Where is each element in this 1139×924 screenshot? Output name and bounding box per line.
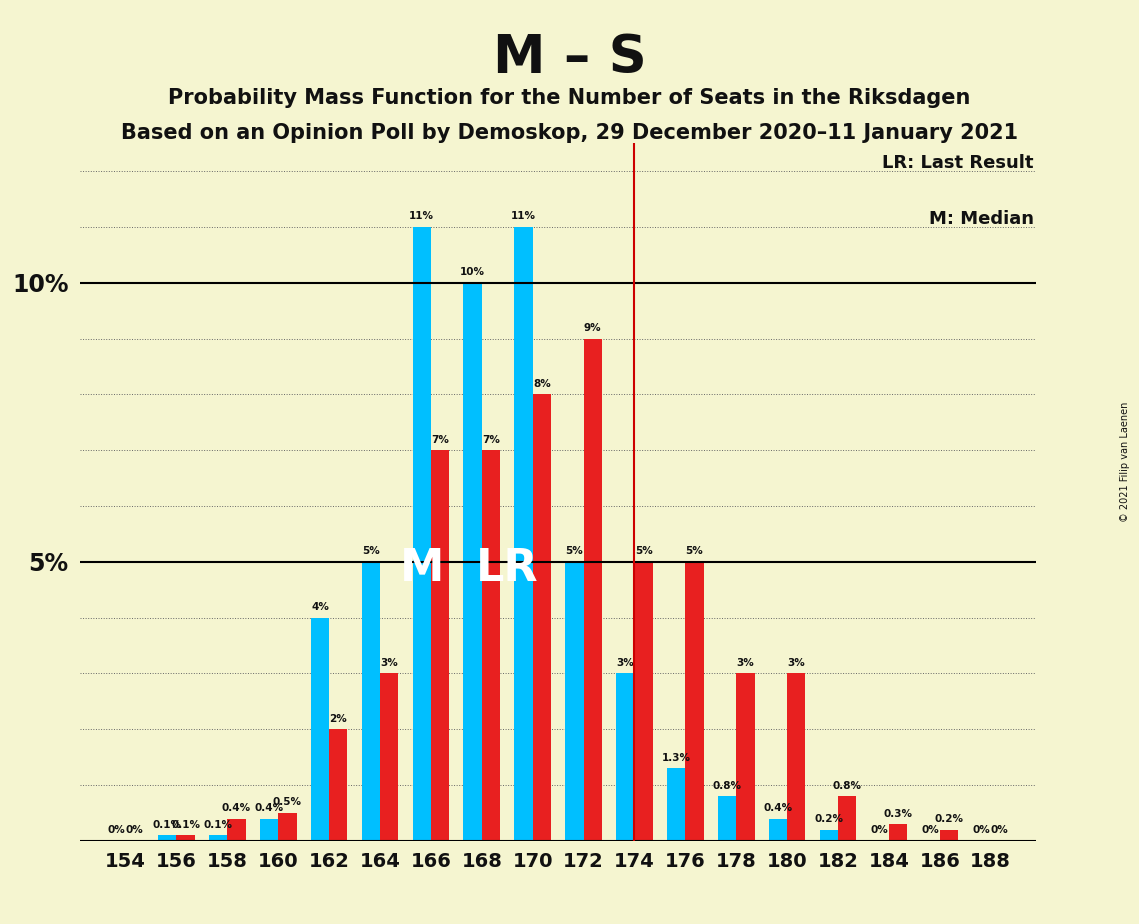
Text: 8%: 8% bbox=[533, 379, 550, 389]
Text: 0.5%: 0.5% bbox=[273, 797, 302, 808]
Text: 5%: 5% bbox=[634, 546, 653, 556]
Bar bbox=[362, 562, 380, 841]
Text: 0%: 0% bbox=[921, 825, 940, 835]
Text: © 2021 Filip van Laenen: © 2021 Filip van Laenen bbox=[1120, 402, 1130, 522]
Text: 5%: 5% bbox=[686, 546, 704, 556]
Bar bbox=[311, 617, 329, 841]
Text: 0%: 0% bbox=[125, 825, 144, 835]
Bar bbox=[464, 283, 482, 841]
Bar bbox=[616, 674, 634, 841]
Text: 3%: 3% bbox=[616, 658, 634, 668]
Text: 0%: 0% bbox=[973, 825, 991, 835]
Bar bbox=[820, 830, 838, 841]
Text: 0.2%: 0.2% bbox=[814, 814, 843, 824]
Text: 0%: 0% bbox=[991, 825, 1009, 835]
Text: 0%: 0% bbox=[871, 825, 888, 835]
Bar bbox=[583, 338, 601, 841]
Text: LR: Last Result: LR: Last Result bbox=[883, 154, 1034, 173]
Text: 2%: 2% bbox=[329, 713, 347, 723]
Text: 0%: 0% bbox=[107, 825, 125, 835]
Bar bbox=[634, 562, 653, 841]
Text: 4%: 4% bbox=[311, 602, 329, 612]
Text: Based on an Opinion Poll by Demoskop, 29 December 2020–11 January 2021: Based on an Opinion Poll by Demoskop, 29… bbox=[121, 123, 1018, 143]
Text: 7%: 7% bbox=[482, 434, 500, 444]
Text: 0.2%: 0.2% bbox=[934, 814, 964, 824]
Text: 9%: 9% bbox=[584, 323, 601, 333]
Text: 3%: 3% bbox=[380, 658, 398, 668]
Bar bbox=[565, 562, 583, 841]
Bar bbox=[686, 562, 704, 841]
Text: 5%: 5% bbox=[566, 546, 583, 556]
Bar bbox=[431, 450, 449, 841]
Bar bbox=[940, 830, 958, 841]
Bar bbox=[158, 835, 177, 841]
Bar bbox=[228, 819, 246, 841]
Text: 0.8%: 0.8% bbox=[833, 781, 862, 791]
Bar bbox=[260, 819, 278, 841]
Text: 7%: 7% bbox=[431, 434, 449, 444]
Bar bbox=[515, 227, 533, 841]
Bar bbox=[718, 796, 736, 841]
Text: 3%: 3% bbox=[737, 658, 754, 668]
Bar bbox=[278, 813, 296, 841]
Bar bbox=[667, 768, 686, 841]
Text: 11%: 11% bbox=[511, 212, 536, 222]
Text: 11%: 11% bbox=[409, 212, 434, 222]
Bar bbox=[208, 835, 228, 841]
Text: LR: LR bbox=[476, 547, 539, 590]
Bar bbox=[380, 674, 399, 841]
Bar bbox=[177, 835, 195, 841]
Text: 3%: 3% bbox=[787, 658, 805, 668]
Bar bbox=[787, 674, 805, 841]
Bar bbox=[769, 819, 787, 841]
Bar bbox=[888, 824, 908, 841]
Bar bbox=[736, 674, 754, 841]
Text: 5%: 5% bbox=[362, 546, 379, 556]
Text: 0.1%: 0.1% bbox=[204, 820, 232, 830]
Bar bbox=[533, 395, 551, 841]
Bar bbox=[412, 227, 431, 841]
Text: 0.8%: 0.8% bbox=[713, 781, 741, 791]
Text: 0.1%: 0.1% bbox=[171, 820, 200, 830]
Text: 1.3%: 1.3% bbox=[662, 753, 690, 762]
Text: M: M bbox=[400, 547, 444, 590]
Bar bbox=[329, 729, 347, 841]
Text: 0.1%: 0.1% bbox=[153, 820, 182, 830]
Text: M: Median: M: Median bbox=[929, 210, 1034, 228]
Text: 0.4%: 0.4% bbox=[222, 803, 251, 813]
Text: M – S: M – S bbox=[493, 32, 646, 84]
Bar bbox=[838, 796, 857, 841]
Text: Probability Mass Function for the Number of Seats in the Riksdagen: Probability Mass Function for the Number… bbox=[169, 88, 970, 108]
Text: 0.3%: 0.3% bbox=[884, 808, 912, 819]
Bar bbox=[482, 450, 500, 841]
Text: 0.4%: 0.4% bbox=[254, 803, 284, 813]
Text: 0.4%: 0.4% bbox=[763, 803, 793, 813]
Text: 10%: 10% bbox=[460, 267, 485, 277]
